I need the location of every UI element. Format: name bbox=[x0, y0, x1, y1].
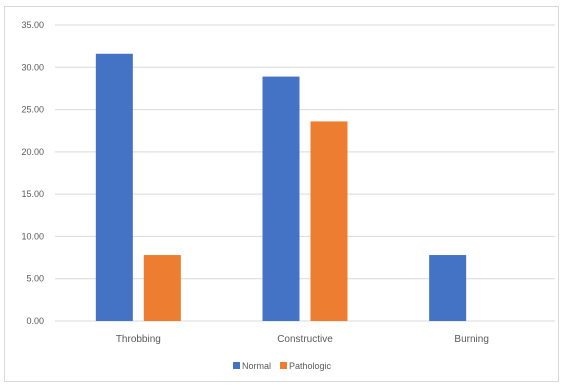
y-tick-label: 10.00 bbox=[21, 231, 44, 241]
legend-label-pathologic: Pathologic bbox=[289, 361, 332, 371]
x-category-label: Constructive bbox=[277, 334, 333, 345]
y-tick-label: 20.00 bbox=[21, 147, 44, 157]
x-axis-category-labels: Throbbing Constructive Burning bbox=[116, 334, 489, 345]
y-tick-label: 30.00 bbox=[21, 62, 44, 72]
y-tick-label: 35.00 bbox=[21, 20, 44, 30]
bar-normal-burning bbox=[429, 255, 467, 321]
y-axis-tick-labels: 0.00 5.00 10.00 15.00 20.00 25.00 30.00 35.00 bbox=[21, 20, 44, 326]
y-tick-label: 25.00 bbox=[21, 105, 44, 115]
bar-normal-constructive bbox=[262, 76, 300, 322]
gridlines bbox=[55, 24, 555, 322]
legend-label-normal: Normal bbox=[242, 361, 271, 371]
y-tick-label: 5.00 bbox=[26, 274, 44, 284]
y-tick-label: 0.00 bbox=[26, 316, 44, 326]
bar-pathologic-throbbing bbox=[143, 255, 181, 321]
bars bbox=[95, 53, 467, 322]
bar-normal-throbbing bbox=[95, 53, 133, 322]
legend: Normal Pathologic bbox=[233, 361, 332, 371]
bar-pathologic-constructive bbox=[310, 121, 348, 321]
x-category-label: Burning bbox=[454, 334, 488, 345]
legend-swatch-pathologic bbox=[280, 362, 288, 369]
x-category-label: Throbbing bbox=[116, 334, 161, 345]
y-tick-label: 15.00 bbox=[21, 189, 44, 199]
legend-swatch-normal bbox=[233, 362, 240, 369]
